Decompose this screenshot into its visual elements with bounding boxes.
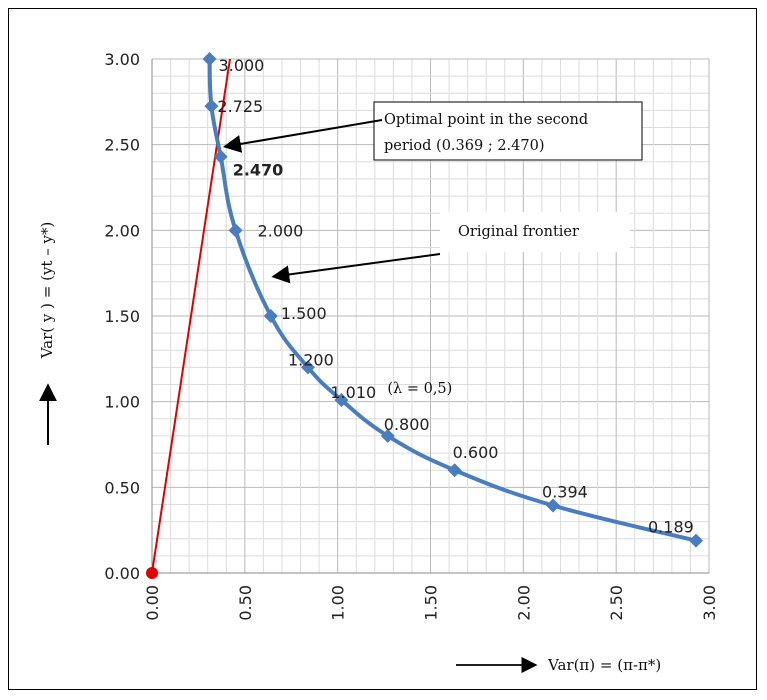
data-label: 1.200 (288, 350, 334, 369)
diamond-marker (202, 52, 217, 66)
diamond-marker (263, 309, 278, 323)
data-label: 1.500 (281, 304, 327, 323)
x-tick-label: 1.00 (329, 585, 348, 621)
y-tick-label: 1.00 (104, 393, 140, 412)
diamond-marker (300, 360, 315, 375)
data-label: 2.725 (217, 97, 263, 116)
series-group (202, 52, 704, 548)
axes (151, 59, 709, 574)
y-tick-label: 2.00 (104, 221, 140, 240)
diamond-marker (334, 392, 349, 407)
diamond-marker (380, 428, 395, 443)
y-tick-label: 2.50 (104, 136, 140, 155)
diamond-marker (213, 149, 228, 164)
x-tick-label: 0.50 (236, 585, 255, 621)
annotation-optimal-text: period (0.369 ; 2.470) (384, 138, 545, 154)
annotations: Optimal point in the second period (0.369… (222, 101, 643, 284)
origin-point (146, 567, 158, 579)
y-tick-label: 1.50 (104, 307, 140, 326)
diamond-marker (447, 463, 462, 478)
x-tick-label: 2.50 (607, 585, 626, 621)
data-label: 0.394 (542, 482, 588, 501)
data-label: 0.600 (453, 443, 499, 462)
y-axis-title: Var( y ) = (yt – y*) (38, 222, 56, 360)
diamond-marker (204, 99, 219, 114)
data-label: 2.470 (233, 161, 284, 180)
x-axis-title: Var(π) = (π-π*) (547, 656, 661, 674)
data-labels: 3.000 2.725 2.470 2.000 1.500 1.200 1.010 0.800… (217, 56, 693, 537)
data-label: 2.000 (258, 221, 304, 240)
annotation-arrow-frontier (271, 253, 441, 284)
x-tick-label: 0.00 (143, 585, 162, 621)
data-label: 1.010 (330, 383, 376, 402)
annotation-box-optimal (373, 101, 643, 161)
x-tick-label: 3.00 (700, 585, 719, 621)
data-label: 0.189 (648, 518, 694, 537)
diamond-marker (546, 498, 561, 513)
y-tick-label: 0.00 (104, 564, 140, 583)
annotation-optimal-text: Optimal point in the second (384, 112, 588, 128)
y-tick-label: 3.00 (104, 50, 140, 69)
x-tick-label: 1.50 (422, 585, 441, 621)
diamond-marker (689, 533, 704, 548)
data-label: 3.000 (219, 56, 265, 75)
x-tick-label: 2.00 (514, 585, 533, 621)
tick-labels: 0.00 0.50 1.00 1.50 2.00 2.50 3.00 0.00 0.50 1.00… (104, 50, 719, 621)
data-label: 0.800 (384, 415, 430, 434)
annotation-frontier-text: Original frontier (458, 224, 579, 240)
lambda-note: (λ = 0,5) (387, 381, 452, 397)
y-tick-label: 0.50 (104, 478, 140, 497)
diamond-marker (228, 223, 243, 238)
annotation-box-frontier (440, 212, 630, 252)
annotation-arrow-optimal (222, 119, 383, 153)
